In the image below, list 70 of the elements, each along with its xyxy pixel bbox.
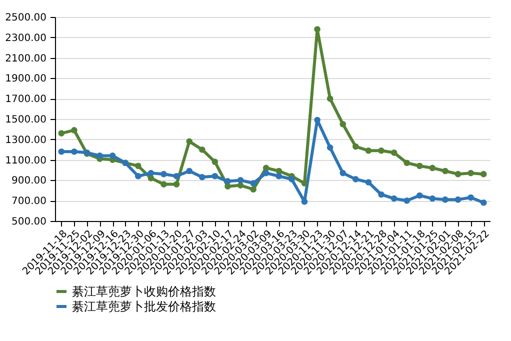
y-tick-label: 1100.00 xyxy=(5,155,46,166)
point xyxy=(160,170,167,178)
point xyxy=(212,158,218,165)
y-tick-label: 1900.00 xyxy=(5,74,46,85)
point xyxy=(224,178,231,184)
point xyxy=(468,170,474,176)
point xyxy=(352,176,359,182)
point xyxy=(365,147,372,154)
point xyxy=(186,138,192,145)
y-tick-label: 700.00 xyxy=(12,196,46,208)
point xyxy=(173,181,180,188)
point xyxy=(442,196,448,203)
point xyxy=(429,164,436,172)
point xyxy=(58,148,65,155)
point xyxy=(58,130,65,136)
point xyxy=(404,197,410,204)
point xyxy=(301,180,308,186)
point xyxy=(250,180,256,186)
legend-label: 綦江草蔸萝卜收购价格指数 xyxy=(72,284,216,298)
y-tick-label: 500.00 xyxy=(12,216,46,228)
y-tick-label: 2300.00 xyxy=(5,32,46,44)
point xyxy=(404,160,410,166)
point xyxy=(340,120,346,128)
point xyxy=(390,150,398,156)
point xyxy=(314,116,320,124)
point xyxy=(148,170,154,176)
point xyxy=(480,170,487,178)
point xyxy=(173,172,180,180)
point xyxy=(198,174,206,180)
point xyxy=(378,191,384,198)
point xyxy=(301,198,308,205)
point xyxy=(480,199,487,206)
y-tick-label: 1500.00 xyxy=(5,114,46,126)
point xyxy=(96,152,103,159)
y-tick-label: 900.00 xyxy=(12,176,46,187)
point xyxy=(237,177,244,184)
point xyxy=(262,170,270,176)
point xyxy=(340,170,346,176)
point xyxy=(390,195,398,202)
point xyxy=(160,181,167,188)
y-tick-label: 2100.00 xyxy=(5,53,46,64)
point xyxy=(276,172,282,180)
point xyxy=(71,148,78,155)
point xyxy=(212,172,218,180)
point xyxy=(250,186,256,193)
point xyxy=(71,127,78,134)
point xyxy=(109,152,116,159)
y-tick-label: 1300.00 xyxy=(5,134,46,146)
point xyxy=(326,144,334,151)
point xyxy=(468,194,474,201)
point xyxy=(416,192,423,199)
point xyxy=(186,168,192,174)
point xyxy=(352,143,359,150)
point xyxy=(442,168,448,174)
point xyxy=(416,162,423,170)
point xyxy=(198,146,206,153)
point xyxy=(454,170,462,178)
legend-label: 綦江草蔸萝卜批发价格指数 xyxy=(72,300,216,314)
point xyxy=(135,162,142,170)
point xyxy=(135,172,142,180)
point xyxy=(314,26,320,32)
point xyxy=(365,179,372,186)
point xyxy=(429,195,436,202)
y-tick-label: 1700.00 xyxy=(5,94,46,106)
point xyxy=(378,147,384,154)
point xyxy=(454,196,462,203)
point xyxy=(148,175,154,182)
point xyxy=(326,95,334,102)
point xyxy=(288,176,295,182)
y-tick-label: 2500.00 xyxy=(5,12,46,24)
